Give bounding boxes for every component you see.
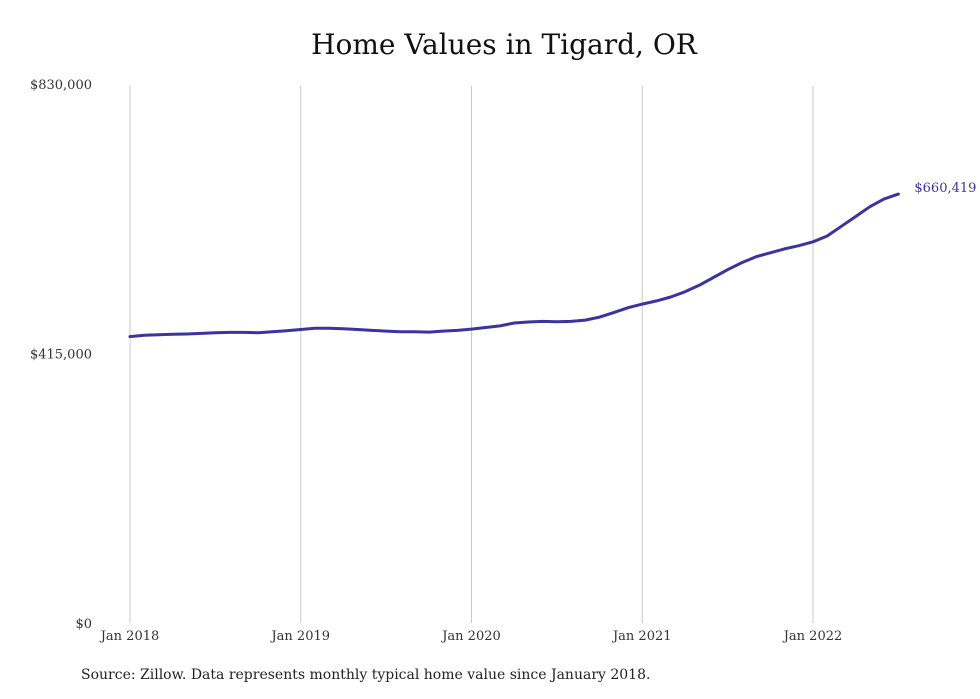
x-tick-label: Jan 2021	[611, 629, 672, 644]
y-axis-ticks: $830,000 $415,000 $0	[30, 78, 92, 632]
series-end-label: $660,419	[914, 181, 976, 196]
x-tick-label: Jan 2018	[99, 629, 160, 644]
source-note: Source: Zillow. Data represents monthly …	[81, 667, 651, 683]
series-layer: $660,419	[128, 181, 976, 339]
x-tick-label: Jan 2019	[269, 629, 330, 644]
x-tick-label: Jan 2022	[782, 629, 843, 644]
x-axis-ticks: Jan 2018 Jan 2019 Jan 2020 Jan 2021 Jan 2022	[99, 629, 843, 644]
y-tick-label: $415,000	[30, 348, 92, 363]
gridlines	[129, 86, 814, 623]
x-tick-label: Jan 2020	[440, 629, 501, 644]
y-tick-label: $0	[75, 617, 92, 632]
chart-title: Home Values in Tigard, OR	[311, 28, 697, 61]
series-line	[128, 192, 900, 339]
y-tick-label: $830,000	[30, 78, 92, 93]
